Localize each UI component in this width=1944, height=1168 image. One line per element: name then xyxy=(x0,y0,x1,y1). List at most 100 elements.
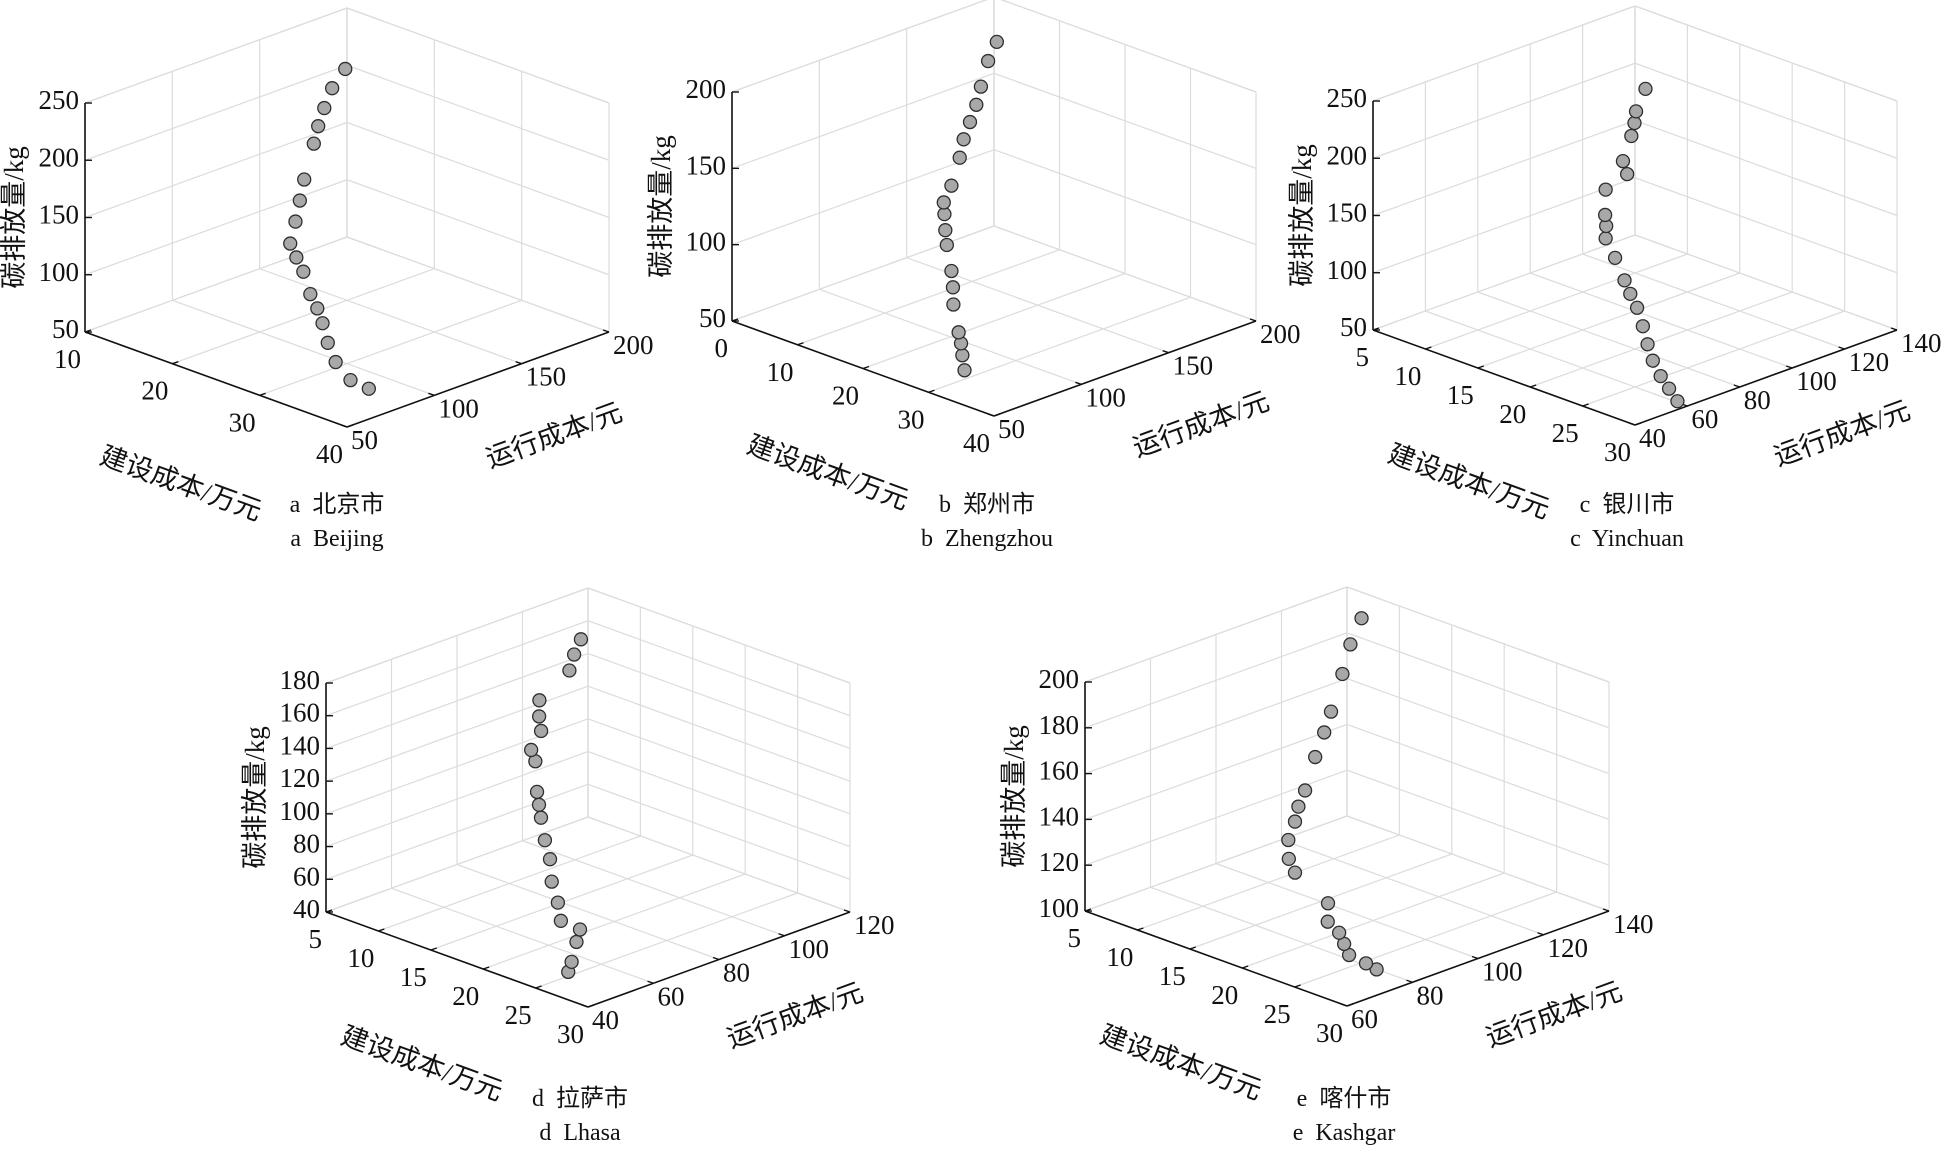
caption-city-en: Zhengzhou xyxy=(945,526,1053,552)
y-tick-mark xyxy=(602,329,610,333)
grid-line xyxy=(1372,177,1636,274)
data-point xyxy=(1308,749,1323,765)
grid-line xyxy=(1634,62,1898,159)
grid-line xyxy=(522,840,785,937)
data-point xyxy=(955,348,970,363)
data-point xyxy=(1640,337,1655,352)
data-point xyxy=(1358,956,1374,971)
grid-line xyxy=(346,64,610,161)
y-tick-label: 120 xyxy=(1849,347,1890,377)
x-tick-label: 25 xyxy=(1264,999,1291,1029)
data-point xyxy=(531,797,547,812)
grid-line xyxy=(1582,253,1845,350)
grid-line xyxy=(1084,815,1348,912)
grid-line xyxy=(1425,253,1688,350)
caption-city-cn: 郑州市 xyxy=(963,492,1035,518)
x-tick-label: 10 xyxy=(1394,361,1421,391)
z-tick-label: 100 xyxy=(39,257,80,287)
x-tick-mark xyxy=(1241,965,1249,969)
grid-line xyxy=(391,887,654,984)
y-tick-mark xyxy=(1162,350,1169,354)
data-point xyxy=(957,363,972,378)
data-point xyxy=(542,852,558,867)
y-tick-mark xyxy=(712,956,720,961)
z-tick-label: 250 xyxy=(39,85,80,115)
caption-letter: e xyxy=(1296,1086,1320,1112)
data-point xyxy=(310,301,325,316)
y-tick-label: 150 xyxy=(1173,351,1214,381)
y-axis-label: 运行成本/元 xyxy=(723,977,867,1054)
x-tick-mark xyxy=(1346,1003,1354,1007)
data-point xyxy=(573,632,589,647)
y-tick-label: 200 xyxy=(1260,319,1301,349)
x-tick-mark xyxy=(325,909,333,913)
grid-line xyxy=(587,718,851,815)
grid-line xyxy=(928,296,1191,393)
z-tick-label: 180 xyxy=(1039,710,1080,740)
y-axis-line xyxy=(346,331,610,428)
data-point xyxy=(532,693,547,708)
data-point xyxy=(1624,128,1639,144)
y-tick-mark xyxy=(1075,381,1082,385)
z-tick-label: 180 xyxy=(280,665,321,695)
y-tick-mark xyxy=(778,933,785,937)
grid-line xyxy=(1084,678,1348,775)
grid-line xyxy=(346,121,610,219)
x-tick-mark xyxy=(1372,327,1380,331)
x-tick-label: 15 xyxy=(1447,380,1474,410)
y-tick-label: 80 xyxy=(1417,980,1444,1010)
x-tick-label: 15 xyxy=(1159,961,1186,991)
z-axis-label: 碳排放量/kg xyxy=(999,725,1029,868)
caption-letter: b xyxy=(939,492,963,518)
data-point xyxy=(1331,925,1347,940)
y-tick-label: 100 xyxy=(1482,957,1523,987)
grid-line xyxy=(1346,632,1610,729)
data-point xyxy=(292,193,307,208)
x-axis-label: 建设成本/万元 xyxy=(743,429,913,515)
data-point xyxy=(946,297,961,312)
z-tick-label: 40 xyxy=(293,894,320,924)
x-axis-label: 建设成本/万元 xyxy=(96,440,266,526)
y-axis-line xyxy=(993,320,1257,417)
data-point xyxy=(1615,153,1631,169)
data-point xyxy=(1281,851,1296,867)
caption-en: a Beijing xyxy=(290,522,385,556)
z-tick-label: 140 xyxy=(1039,801,1080,831)
grid-line xyxy=(1425,310,1688,407)
y-tick-mark xyxy=(581,1004,589,1008)
z-axis-label: 碳排放量/kg xyxy=(1287,144,1317,287)
z-tick-label: 60 xyxy=(293,861,320,891)
y-tick-mark xyxy=(1890,327,1898,331)
data-point xyxy=(1623,286,1638,302)
data-points xyxy=(1597,81,1685,409)
y-tick-mark xyxy=(843,909,851,913)
data-point xyxy=(951,325,966,340)
data-point xyxy=(1598,231,1613,246)
grid-line xyxy=(84,121,348,219)
grid-line xyxy=(1372,62,1636,159)
caption-city-en: Yinchuan xyxy=(1591,526,1684,552)
data-point xyxy=(311,119,326,134)
subplot-b: 50 100 150 200 0 10 20 30 40 50 100 150 200 建设成本/万元 运行… xyxy=(646,0,1301,515)
data-point xyxy=(1369,962,1384,977)
data-point xyxy=(1661,381,1677,396)
grid-lines xyxy=(84,7,610,428)
grid-line xyxy=(993,72,1257,169)
data-point xyxy=(1335,666,1350,682)
x-tick-mark xyxy=(928,389,935,393)
grid-line xyxy=(1477,272,1741,369)
y-axis-label: 运行成本/元 xyxy=(482,397,626,474)
grid-line xyxy=(1372,5,1636,102)
grid-line xyxy=(1477,291,1741,388)
data-point xyxy=(569,934,584,950)
data-point xyxy=(533,810,549,825)
grid-line xyxy=(587,816,851,913)
caption-letter: d xyxy=(539,1120,564,1146)
grid-line xyxy=(84,64,348,161)
x-axis-line xyxy=(325,911,589,1008)
y-tick-label: 60 xyxy=(658,981,685,1011)
caption-cn: b 郑州市 xyxy=(921,488,1053,522)
grid-line xyxy=(346,236,610,333)
caption-cn: a 北京市 xyxy=(290,488,385,522)
